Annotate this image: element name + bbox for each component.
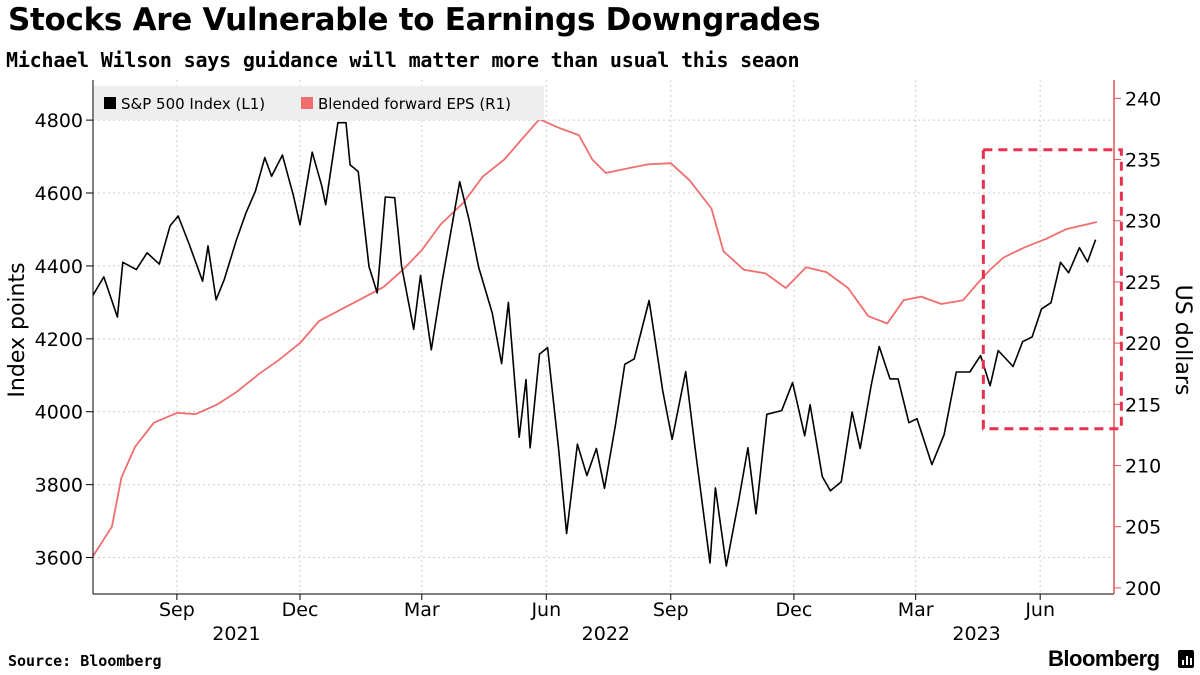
chart-subtitle: Michael Wilson says guidance will matter… [6, 48, 800, 72]
y-left-tick-label: 3800 [35, 475, 83, 497]
y-left-tick-label: 4800 [35, 110, 83, 132]
x-tick-label: Sep [159, 599, 195, 621]
x-tick-label: Jun [1024, 599, 1055, 621]
chart-title: Stocks Are Vulnerable to Earnings Downgr… [8, 2, 821, 38]
y-right-tick-label: 215 [1125, 394, 1161, 416]
x-year-label: 2022 [582, 623, 630, 640]
y-left-tick-label: 3600 [35, 548, 83, 570]
bloomberg-logo: Bloomberg [1048, 646, 1160, 671]
eps-line [92, 118, 1098, 557]
y-right-tick-label: 200 [1125, 578, 1161, 600]
y-left-tick-label: 4000 [35, 402, 83, 424]
legend-background [94, 86, 544, 120]
axes [86, 80, 1121, 600]
spx-line [92, 121, 1097, 567]
x-tick-label: Mar [404, 599, 440, 621]
x-tick-label: Jun [530, 599, 561, 621]
y-left-axis-label: Index points [5, 262, 30, 397]
bloomberg-mark-icon [1178, 650, 1194, 668]
y-left-tick-label: 4600 [35, 183, 83, 205]
y-right-tick-label: 205 [1125, 517, 1161, 539]
x-tick-label: Mar [898, 599, 934, 621]
x-tick-label: Dec [282, 599, 319, 621]
tick-labels: 3600 3800 4000 4200 4400 4600 4800 Sep Dec Mar Jun… [35, 88, 1162, 640]
legend-label-eps: Blended forward EPS (R1) [318, 95, 511, 113]
highlight-box [981, 148, 1123, 431]
x-year-label: 2021 [212, 623, 260, 640]
legend-label-spx: S&P 500 Index (L1) [121, 95, 265, 113]
y-right-tick-label: 220 [1125, 333, 1161, 355]
legend-swatch-spx [104, 97, 116, 109]
legend: S&P 500 Index (L1) Blended forward EPS (… [94, 86, 544, 120]
x-year-label: 2023 [952, 623, 1000, 640]
legend-swatch-eps [301, 97, 313, 109]
y-right-tick-label: 225 [1125, 272, 1161, 294]
x-tick-label: Dec [776, 599, 813, 621]
x-tick-label: Sep [653, 599, 689, 621]
source-note: Source: Bloomberg [8, 652, 162, 670]
y-right-tick-label: 235 [1125, 150, 1161, 172]
grid-lines [93, 80, 1114, 594]
y-right-tick-label: 240 [1125, 88, 1161, 110]
y-right-axis-label: US dollars [1170, 285, 1195, 396]
series-spx [92, 121, 1097, 567]
line-chart: 3600 3800 4000 4200 4400 4600 4800 Sep Dec Mar Jun… [5, 80, 1195, 640]
y-right-tick-label: 230 [1125, 211, 1161, 233]
y-right-tick-label: 210 [1125, 456, 1161, 478]
y-left-tick-label: 4400 [35, 256, 83, 278]
y-left-tick-label: 4200 [35, 329, 83, 351]
series-eps [92, 118, 1098, 557]
highlight-rect [981, 148, 1123, 431]
